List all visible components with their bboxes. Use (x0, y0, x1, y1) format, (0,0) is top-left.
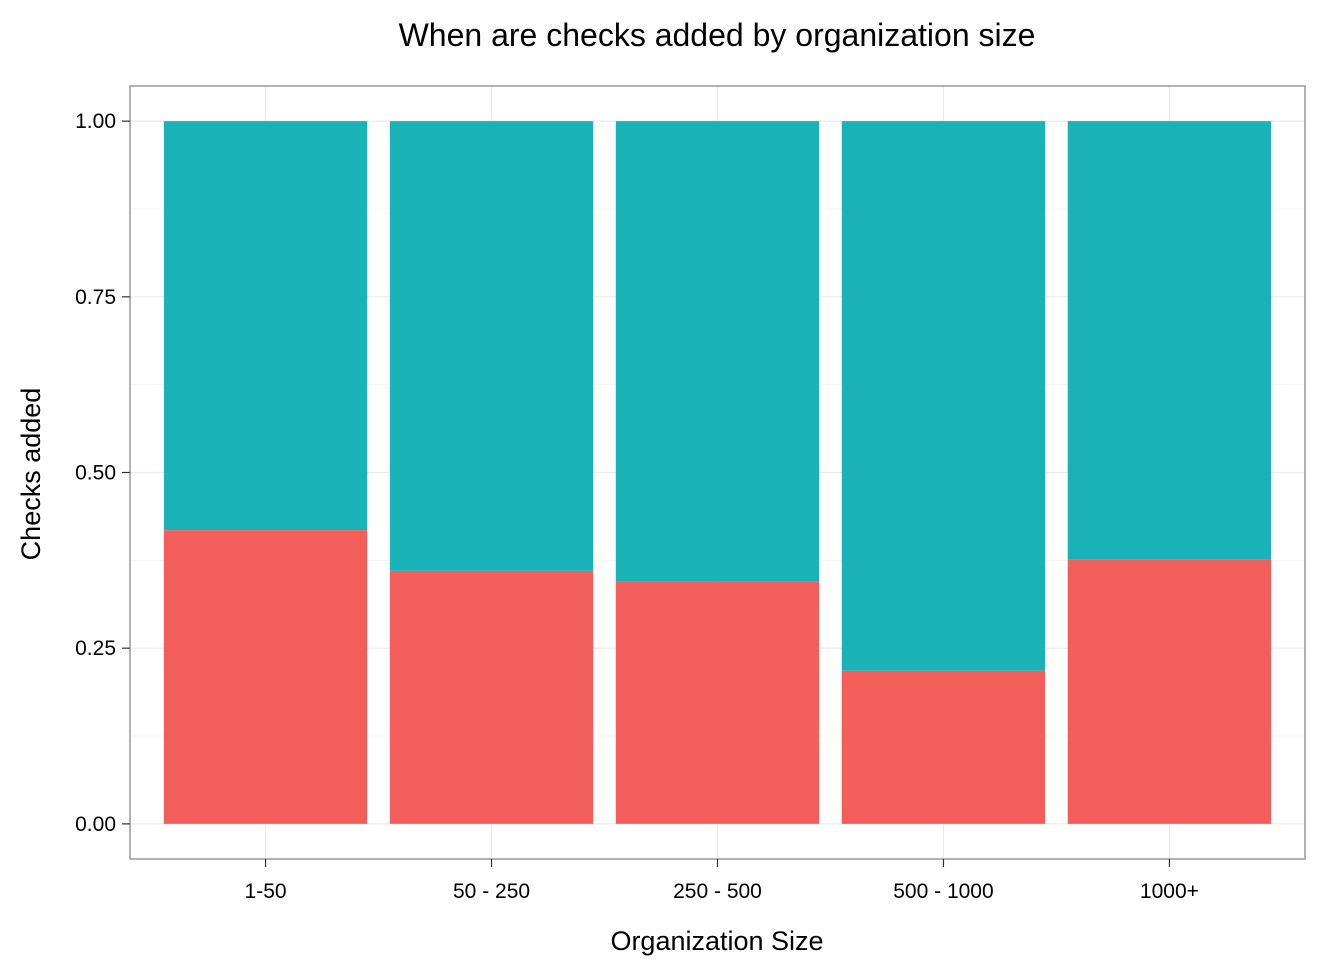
bar-segment (841, 670, 1046, 824)
x-tick-label: 50 - 250 (453, 880, 530, 903)
bar-segment (615, 121, 820, 582)
x-axis-title: Organization Size (610, 926, 823, 956)
bar-segment (841, 121, 1046, 671)
y-tick-label: 0.75 (75, 286, 116, 309)
bar-segment (615, 581, 820, 824)
bar-segment (389, 121, 594, 571)
y-tick-label: 0.25 (75, 637, 116, 660)
y-tick-label: 0.50 (75, 462, 116, 485)
y-axis: 0.00 0.25 0.50 0.75 1.00 (75, 110, 130, 836)
bar-segment (163, 121, 368, 531)
chart-title: When are checks added by organization si… (399, 17, 1036, 53)
y-axis-title: Checks added (16, 388, 46, 561)
x-tick-label: 250 - 500 (673, 880, 762, 903)
y-tick-label: 1.00 (75, 110, 116, 133)
x-tick-label: 1000+ (1140, 880, 1199, 903)
bar-segment (163, 530, 368, 824)
bar-segment (1067, 559, 1272, 824)
x-axis: 1-50 50 - 250 250 - 500 500 - 1000 1000+ (245, 859, 1199, 903)
y-tick-label: 0.00 (75, 813, 116, 836)
bars (163, 121, 1272, 824)
x-tick-label: 1-50 (245, 880, 287, 903)
x-tick-label: 500 - 1000 (893, 880, 993, 903)
bar-segment (389, 570, 594, 824)
bar-segment (1067, 121, 1272, 560)
